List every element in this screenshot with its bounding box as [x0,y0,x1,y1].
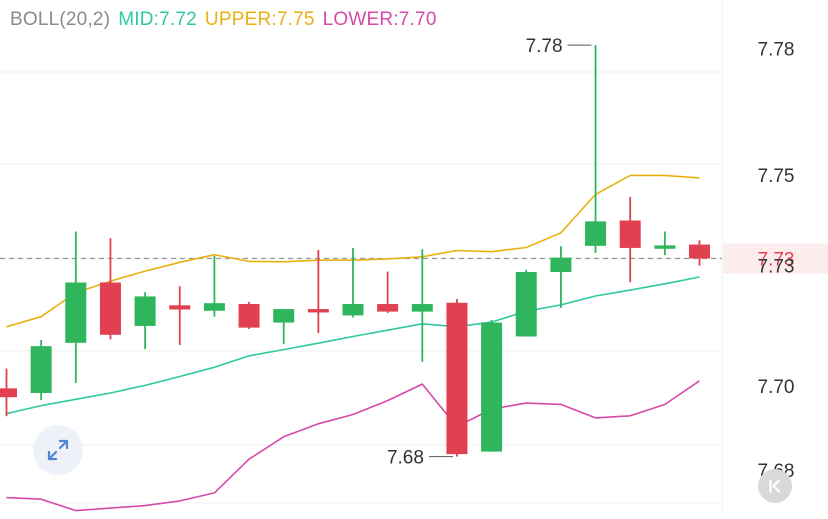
candle-body-8 [273,309,295,323]
mid-value-label: MID:7.72 [118,9,197,30]
y-axis-tick-label: 7.70 [758,377,795,398]
candle-body-13 [446,302,468,455]
annotation-low-label: 7.68 [387,448,424,469]
candle-body-0 [0,388,17,398]
candle-body-6 [203,303,225,311]
candle-body-2 [65,282,87,343]
candle-body-12 [411,304,433,312]
candle-body-7 [238,304,260,328]
candle-body-20 [689,244,710,259]
boll-lower-line [6,380,700,512]
y-axis-tick-label: 7.78 [758,39,795,60]
candle-body-18 [619,220,641,248]
candle-body-11 [377,304,399,312]
boll-mid-line [6,276,700,415]
collapse-k-icon [769,479,781,493]
collapse-panel-button[interactable] [758,469,792,503]
indicator-legend: BOLL(20,2) MID:7.72 UPPER:7.75 LOWER:7.70 [10,9,445,31]
candle-body-14 [481,322,503,452]
candle-body-5 [169,305,191,310]
candle-body-1 [30,346,52,393]
current-price-axis-label: 7.73 [758,249,795,270]
candle-body-9 [307,309,329,313]
current-price-band [723,243,828,274]
lower-value-label: LOWER:7.70 [322,9,437,30]
candle-body-19 [654,245,676,249]
candle-body-15 [515,271,537,337]
upper-value-label: UPPER:7.75 [204,9,315,30]
expand-chart-button[interactable] [33,425,83,475]
candle-body-10 [342,304,364,316]
y-axis-tick-label: 7.73 [758,257,795,278]
candle-body-3 [99,282,121,335]
expand-arrows-icon [47,439,69,461]
candle-body-16 [550,257,572,272]
y-axis-tick-label: 7.75 [758,166,795,187]
indicator-name: BOLL(20,2) [10,9,111,30]
candle-body-4 [134,296,156,326]
candle-body-17 [585,221,607,246]
annotation-high-label: 7.78 [526,36,563,57]
